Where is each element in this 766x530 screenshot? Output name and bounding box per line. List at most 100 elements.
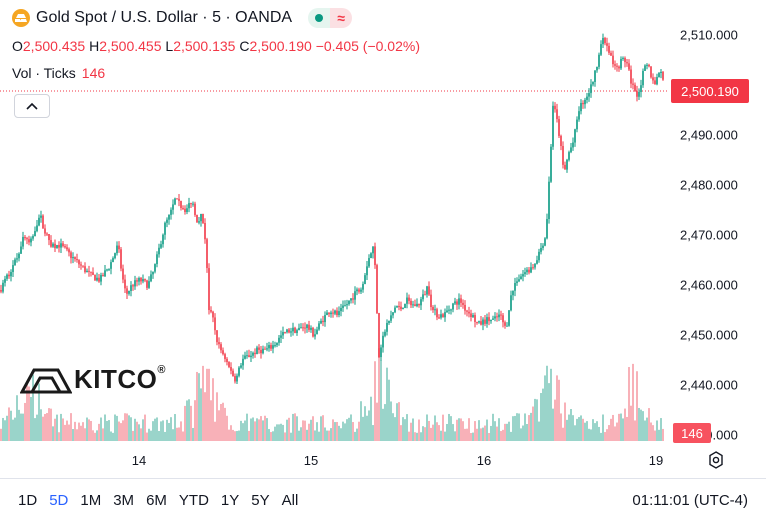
candle-body [128, 290, 130, 294]
volume-bar [310, 419, 312, 441]
candle-body [154, 264, 156, 272]
volume-bar [656, 420, 658, 441]
volume-bar [178, 427, 180, 441]
volume-bar [486, 419, 488, 441]
candle-body [652, 77, 654, 81]
collapse-legend-button[interactable] [14, 94, 50, 118]
range-button-5d[interactable]: 5D [49, 492, 69, 509]
low-label: L [165, 38, 174, 54]
candle-body [582, 102, 584, 105]
volume-bar [546, 365, 548, 441]
candle-body [188, 203, 190, 209]
candle-body [610, 52, 612, 56]
volume-bar [438, 425, 440, 441]
volume-bar [582, 418, 584, 441]
volume-bar [556, 375, 558, 441]
volume-bar [312, 416, 314, 441]
volume-bar [588, 428, 590, 441]
price-chart[interactable]: 2,510.0002,500.0002,490.0002,480.0002,47… [0, 0, 766, 478]
volume-bar [198, 373, 200, 441]
volume-bar [410, 422, 412, 441]
volume-bar [40, 409, 42, 441]
candle-body [296, 330, 298, 333]
volume-bar [260, 416, 262, 441]
candle-body [336, 310, 338, 316]
candle-body [596, 66, 598, 71]
volume-bar [646, 417, 648, 441]
volume-bar [578, 417, 580, 441]
range-button-5y[interactable]: 5Y [251, 492, 270, 509]
volume-bar [600, 432, 602, 441]
volume-bar [516, 413, 518, 441]
candle-body [416, 303, 418, 307]
volume-bar [176, 427, 178, 441]
candle-body [450, 309, 452, 311]
volume-bar [470, 432, 472, 441]
candle-body [492, 318, 494, 320]
range-button-1y[interactable]: 1Y [220, 492, 240, 509]
volume-bar [562, 427, 564, 441]
gold-bars-icon [12, 9, 30, 27]
candle-body [606, 43, 608, 46]
volume-bar [206, 368, 208, 441]
candle-body [552, 105, 554, 147]
candle-body [390, 315, 392, 321]
candle-body [326, 312, 328, 316]
last-price-tag: 2,500.190 [671, 79, 749, 103]
range-button-1m[interactable]: 1M [80, 492, 102, 509]
volume-bar [476, 428, 478, 441]
range-button-ytd[interactable]: YTD [178, 492, 209, 509]
volume-bar [340, 428, 342, 441]
candle-body [424, 294, 426, 296]
volume-bar [454, 431, 456, 441]
candle-body [352, 298, 354, 300]
candle-body [392, 312, 394, 316]
volume-bar [440, 430, 442, 441]
volume-bar [350, 414, 352, 441]
volume-bar [320, 416, 322, 441]
volume-bar [90, 420, 92, 441]
candle-body [148, 281, 150, 288]
volume-bar [416, 432, 418, 441]
range-button-3m[interactable]: 3M [113, 492, 135, 509]
candle-body [382, 335, 384, 348]
candle-body [496, 316, 498, 318]
bottom-toolbar [0, 478, 766, 530]
candle-body [490, 319, 492, 322]
candle-body [380, 347, 382, 358]
candle-body [588, 93, 590, 97]
candle-body [408, 297, 410, 301]
candle-body [312, 327, 314, 337]
candle-body [140, 278, 142, 282]
volume-bar [384, 404, 386, 441]
volume-bar [494, 421, 496, 441]
candle-body [378, 313, 380, 358]
volume-bar [286, 419, 288, 441]
candle-body [468, 311, 470, 314]
candle-body [174, 198, 176, 205]
volume-bar [342, 421, 344, 441]
candle-body [438, 317, 440, 319]
candle-body [418, 303, 420, 306]
candle-body [54, 243, 56, 249]
range-button-6m[interactable]: 6M [146, 492, 167, 509]
candle-body [640, 85, 642, 93]
time-tick-label: 19 [649, 453, 663, 468]
candle-body [624, 57, 626, 63]
range-button-1d[interactable]: 1D [18, 492, 38, 509]
candle-body [576, 119, 578, 130]
range-button-all[interactable]: All [281, 492, 299, 509]
volume-bar [2, 417, 4, 441]
candle-body [654, 80, 656, 85]
volume-bar [346, 419, 348, 441]
volume-bar [650, 422, 652, 441]
settings-icon[interactable] [706, 450, 726, 470]
candle-body [180, 200, 182, 208]
candle-body [502, 315, 504, 323]
candle-body [580, 102, 582, 112]
clock-timezone[interactable]: 01:11:01 (UTC-4) [632, 492, 748, 509]
volume-bar [294, 413, 296, 441]
volume-bar [12, 419, 14, 441]
open-value: 2,500.435 [22, 38, 86, 54]
market-status-pill[interactable]: ≈ [308, 8, 353, 28]
